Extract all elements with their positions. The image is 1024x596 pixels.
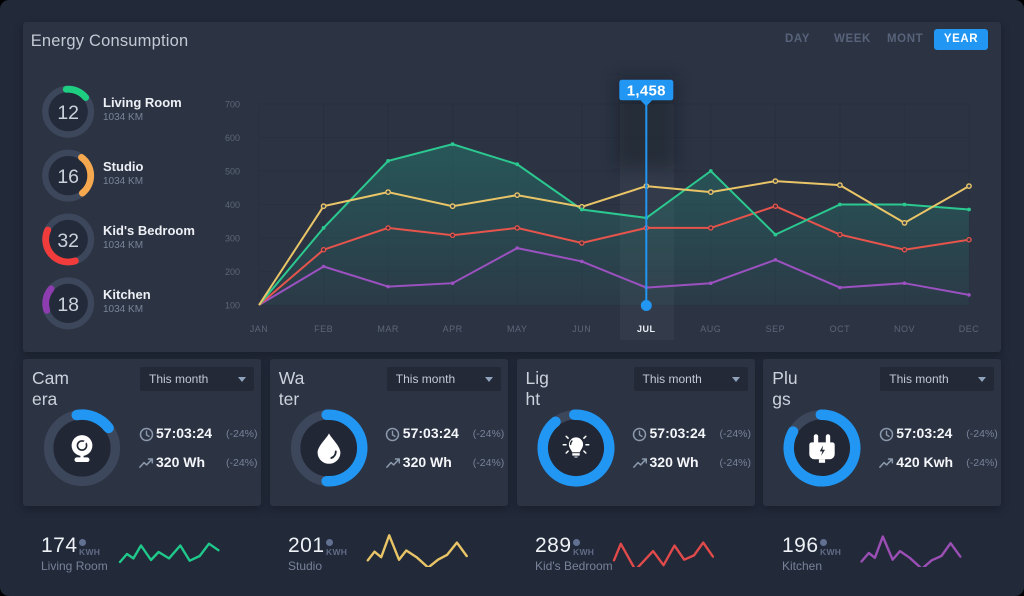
svg-text:JUN: JUN xyxy=(572,324,591,334)
svg-text:FEB: FEB xyxy=(314,324,333,334)
svg-text:100: 100 xyxy=(225,301,240,311)
svg-text:200: 200 xyxy=(225,267,240,277)
svg-text:AUG: AUG xyxy=(700,324,721,334)
svg-text:MAR: MAR xyxy=(377,324,399,334)
svg-text:APR: APR xyxy=(443,324,463,334)
svg-text:JUL: JUL xyxy=(637,324,656,334)
svg-text:600: 600 xyxy=(225,133,240,143)
svg-text:SEP: SEP xyxy=(766,324,786,334)
svg-text:JAN: JAN xyxy=(250,324,269,334)
svg-text:NOV: NOV xyxy=(894,324,915,334)
svg-text:DEC: DEC xyxy=(959,324,980,334)
svg-text:MAY: MAY xyxy=(507,324,527,334)
svg-text:700: 700 xyxy=(225,100,240,110)
svg-text:500: 500 xyxy=(225,167,240,177)
svg-text:400: 400 xyxy=(225,200,240,210)
svg-text:300: 300 xyxy=(225,234,240,244)
svg-text:1,458: 1,458 xyxy=(627,83,666,100)
svg-text:OCT: OCT xyxy=(830,324,851,334)
